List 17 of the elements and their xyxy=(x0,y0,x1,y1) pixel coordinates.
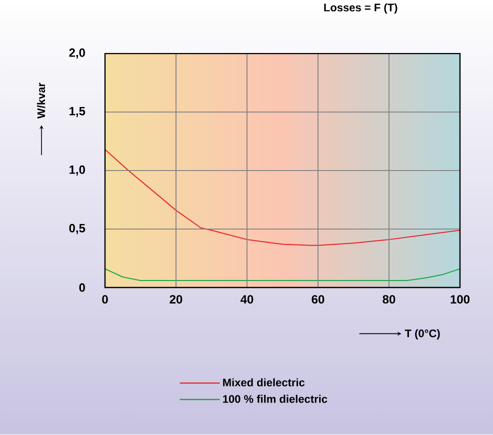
x-tick-label: 0 xyxy=(102,295,108,304)
line-series xyxy=(105,149,460,246)
y-tick-label: 2,0 xyxy=(69,48,85,59)
x-tick-label: 20 xyxy=(170,295,182,304)
y-tick-label: 1,0 xyxy=(70,166,85,176)
legend-label: 100 % film dielectric xyxy=(223,395,328,404)
x-tick-label: 40 xyxy=(240,295,254,304)
y-tick-label: 0,5 xyxy=(69,224,86,234)
x-tick-label: 60 xyxy=(312,295,324,304)
legend-label: Mixed dielectric xyxy=(223,378,305,387)
x-tick-label: 100 xyxy=(450,295,470,304)
y-tick-label: 0 xyxy=(79,284,85,292)
y-axis-title: W/kvar xyxy=(37,82,46,119)
x-tick-label: 80 xyxy=(382,295,396,304)
x-axis-title: T (0°C) xyxy=(404,329,440,340)
chart-title: Losses = F (T) xyxy=(324,4,398,14)
y-tick-label: 1,5 xyxy=(70,107,86,118)
